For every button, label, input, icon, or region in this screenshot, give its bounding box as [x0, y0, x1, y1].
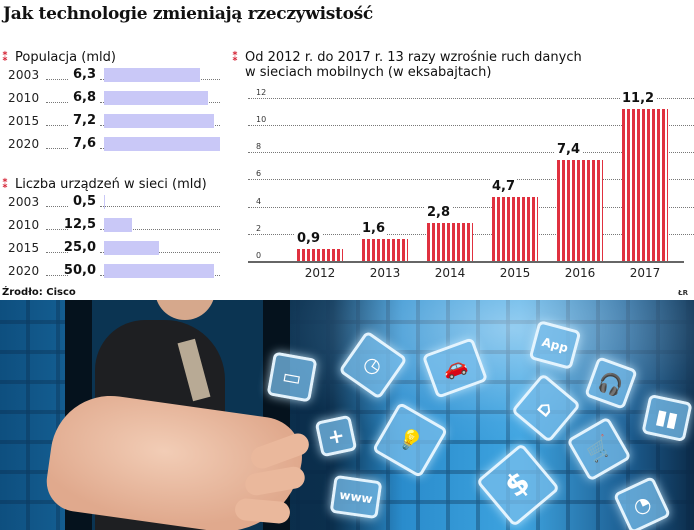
traffic-bar: [622, 108, 668, 261]
traffic-chart: 12 10 8 6 4 2 0 0,9 2012 1,6 2013 2,8 2014 4,7 2015 7,4…: [240, 85, 694, 285]
row-bar: [104, 91, 208, 105]
x-axis: [248, 261, 684, 263]
gridline: [248, 125, 694, 126]
x-tick-label: 2012: [304, 266, 336, 280]
row-bar: [104, 195, 105, 209]
bullet-icon: ⁑: [232, 50, 239, 64]
traffic-heading: ⁑ Od 2012 r. do 2017 r. 13 razy wzrośnie …: [232, 49, 582, 66]
row-bar: [104, 241, 159, 255]
monitor-icon: ▭: [266, 351, 318, 403]
y-tick: 0: [256, 251, 262, 260]
row-year: 2020: [8, 137, 40, 151]
population-row: 2020 7,6: [8, 135, 220, 155]
row-value: 7,6: [72, 136, 96, 151]
source-note: Źrodło: Cisco: [2, 287, 76, 298]
bar-value-label: 1,6: [360, 221, 388, 237]
row-year: 2015: [8, 114, 40, 128]
traffic-bar: [557, 160, 603, 261]
row-value: 50,0: [63, 263, 96, 278]
row-year: 2020: [8, 264, 40, 278]
x-tick-label: 2015: [499, 266, 531, 280]
row-value: 25,0: [63, 240, 96, 255]
traffic-heading-2: w sieciach mobilnych (w eksabajtach): [245, 65, 491, 81]
population-heading-text: Populacja (mld): [15, 50, 116, 65]
y-tick: 10: [256, 115, 267, 124]
bar-value-label: 11,2: [620, 90, 657, 106]
traffic-bar: [492, 197, 538, 261]
row-bar: [104, 218, 132, 232]
y-tick: 6: [256, 169, 262, 179]
row-bar: [104, 68, 200, 82]
bullet-icon: ⁑: [2, 177, 9, 191]
credit-mark: ŁR: [678, 289, 688, 297]
population-row: 2010 6,8: [8, 89, 220, 109]
bar-value-label: 2,8: [425, 204, 453, 220]
illustration-photo: ▭ + www ◷ 🚗 💡 App ⌂ $ 🎧 🛒 ▮▮ ◔: [0, 300, 694, 530]
row-bar: [104, 114, 214, 128]
bar-value-label: 0,9: [295, 230, 323, 246]
devices-row: 2015 25,0: [8, 239, 220, 259]
y-tick: 2: [256, 223, 262, 233]
devices-heading-text: Liczba urządzeń w sieci (mld): [15, 177, 207, 192]
gridline: [248, 179, 694, 181]
population-row: 2015 7,2: [8, 112, 220, 132]
devices-heading: ⁑ Liczba urządzeń w sieci (mld): [2, 176, 207, 193]
traffic-heading-line2: w sieciach mobilnych (w eksabajtach): [245, 65, 492, 80]
gridline: [248, 206, 694, 208]
bullet-icon: ⁑: [2, 50, 9, 64]
x-tick-label: 2014: [434, 266, 466, 280]
www-icon: www: [329, 474, 383, 520]
row-value: 6,8: [72, 90, 96, 105]
traffic-bar: [297, 248, 343, 261]
row-value: 12,5: [63, 217, 96, 232]
y-tick: 4: [256, 196, 262, 206]
row-bar: [104, 137, 220, 151]
traffic-bar: [362, 239, 408, 261]
traffic-bar: [427, 222, 473, 261]
gridline: [248, 152, 694, 154]
row-year: 2015: [8, 241, 40, 255]
row-bar: [104, 264, 214, 278]
bar-value-label: 7,4: [555, 142, 583, 158]
x-tick-label: 2016: [564, 266, 596, 280]
devices-row: 2020 50,0: [8, 262, 220, 282]
row-year: 2003: [8, 68, 40, 82]
plus-icon: +: [314, 414, 358, 458]
population-heading: ⁑ Populacja (mld): [2, 49, 116, 66]
traffic-heading-line1: Od 2012 r. do 2017 r. 13 razy wzrośnie r…: [245, 50, 582, 65]
row-value: 0,5: [72, 194, 96, 209]
row-year: 2010: [8, 91, 40, 105]
x-tick-label: 2013: [369, 266, 401, 280]
y-tick: 12: [256, 87, 267, 97]
page-title: Jak technologie zmieniają rzeczywistość: [3, 4, 373, 24]
bar-value-label: 4,7: [490, 179, 518, 195]
devices-row: 2003 0,5: [8, 193, 220, 213]
devices-row: 2010 12,5: [8, 216, 220, 236]
row-year: 2010: [8, 218, 40, 232]
x-tick-label: 2017: [629, 266, 661, 280]
row-value: 6,3: [72, 67, 96, 82]
row-year: 2003: [8, 195, 40, 209]
row-value: 7,2: [72, 113, 96, 128]
population-row: 2003 6,3: [8, 66, 220, 86]
businessman-face: [155, 300, 215, 320]
y-tick: 8: [256, 142, 262, 152]
gridline: [248, 97, 694, 99]
